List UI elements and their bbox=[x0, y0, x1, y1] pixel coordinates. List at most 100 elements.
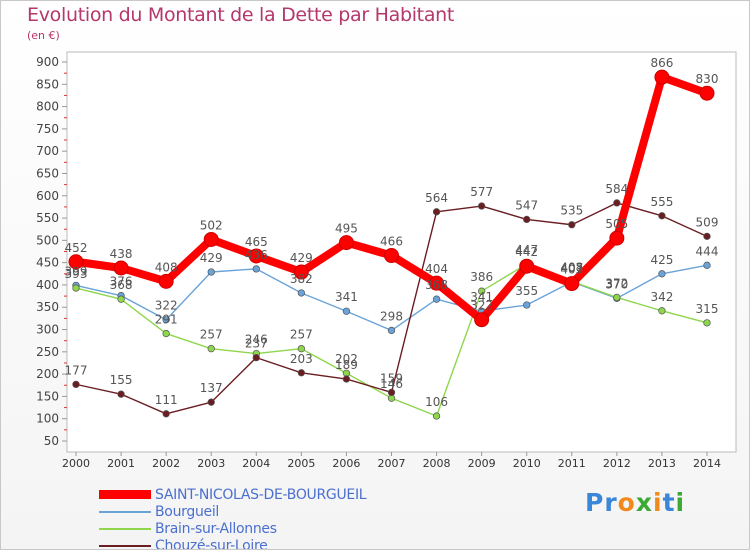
y-tick-label: 150 bbox=[36, 389, 59, 403]
data-label: 146 bbox=[380, 377, 403, 391]
data-label: 407 bbox=[560, 261, 583, 275]
data-point bbox=[523, 215, 531, 224]
data-label: 452 bbox=[65, 241, 88, 255]
data-label: 341 bbox=[335, 290, 358, 304]
x-tick-label: 2012 bbox=[603, 457, 631, 470]
data-point bbox=[207, 268, 215, 276]
y-tick-label: 550 bbox=[36, 211, 59, 225]
data-point bbox=[117, 295, 125, 303]
legend: SAINT-NICOLAS-DE-BOURGUEIL Bourgueil Bra… bbox=[99, 486, 367, 550]
data-label: 376 bbox=[110, 275, 133, 289]
x-tick-label: 2003 bbox=[197, 457, 225, 470]
legend-item[interactable]: Brain-sur-Allonnes bbox=[99, 520, 366, 537]
data-point bbox=[658, 212, 666, 220]
data-label: 466 bbox=[380, 235, 403, 249]
x-tick-label: 2010 bbox=[513, 457, 541, 470]
y-tick-label: 400 bbox=[36, 278, 59, 292]
data-label: 495 bbox=[335, 222, 358, 236]
data-point bbox=[703, 319, 711, 327]
y-tick-label: 500 bbox=[36, 233, 59, 247]
legend-item[interactable]: SAINT-NICOLAS-DE-BOURGUEIL bbox=[99, 486, 367, 503]
data-label: 555 bbox=[650, 195, 673, 209]
data-label: 382 bbox=[290, 272, 313, 286]
legend-item[interactable]: Bourgueil bbox=[99, 503, 366, 520]
data-label: 408 bbox=[560, 260, 583, 274]
legend-label: Chouzé-sur-Loire bbox=[155, 537, 268, 550]
data-label: 298 bbox=[380, 309, 403, 323]
data-label: 246 bbox=[245, 333, 268, 347]
data-point bbox=[72, 284, 80, 292]
data-label: 393 bbox=[65, 267, 88, 281]
data-point bbox=[564, 276, 580, 292]
data-point bbox=[432, 208, 441, 216]
data-label: 111 bbox=[155, 393, 178, 407]
y-tick-label: 600 bbox=[36, 189, 59, 203]
data-label: 372 bbox=[605, 276, 628, 290]
data-point bbox=[252, 265, 260, 273]
data-label: 408 bbox=[155, 260, 178, 274]
data-label: 155 bbox=[110, 373, 133, 387]
legend-swatch bbox=[99, 510, 151, 513]
data-label: 442 bbox=[515, 245, 538, 259]
data-point bbox=[117, 390, 125, 398]
x-tick-label: 2011 bbox=[558, 457, 586, 470]
x-tick-label: 2014 bbox=[693, 457, 721, 470]
x-tick-label: 2007 bbox=[378, 457, 406, 470]
data-label: 322 bbox=[470, 299, 493, 313]
data-point bbox=[387, 388, 396, 397]
data-label: 137 bbox=[200, 381, 223, 395]
data-label: 577 bbox=[470, 185, 493, 199]
data-label: 444 bbox=[696, 244, 719, 258]
proxiti-logo: Proxiti bbox=[585, 488, 686, 517]
y-tick-label: 650 bbox=[36, 166, 59, 180]
data-point bbox=[207, 345, 215, 353]
data-label: 202 bbox=[335, 352, 358, 366]
data-label: 203 bbox=[290, 352, 313, 366]
data-point bbox=[387, 326, 396, 335]
x-tick-label: 2008 bbox=[423, 457, 451, 470]
data-point bbox=[432, 412, 441, 420]
legend-label: SAINT-NICOLAS-DE-BOURGUEIL bbox=[155, 486, 367, 503]
y-tick-label: 750 bbox=[36, 122, 59, 136]
data-point bbox=[297, 369, 306, 377]
data-label: 368 bbox=[110, 278, 133, 292]
data-point bbox=[207, 398, 215, 406]
data-point bbox=[158, 273, 174, 289]
data-label: 189 bbox=[335, 358, 358, 372]
x-tick-label: 2006 bbox=[332, 457, 360, 470]
data-label: 355 bbox=[515, 284, 538, 298]
data-point bbox=[248, 248, 264, 264]
x-tick-label: 2013 bbox=[648, 457, 676, 470]
data-point bbox=[477, 287, 486, 295]
data-point bbox=[613, 199, 621, 207]
x-tick-label: 2005 bbox=[287, 457, 315, 470]
data-label: 429 bbox=[290, 251, 313, 265]
data-label: 425 bbox=[650, 253, 673, 267]
x-tick-label: 2009 bbox=[468, 457, 496, 470]
legend-item[interactable]: Chouzé-sur-Loire bbox=[99, 537, 366, 550]
data-label: 436 bbox=[245, 248, 268, 262]
data-label: 315 bbox=[696, 302, 719, 316]
data-label: 177 bbox=[65, 363, 88, 377]
data-label: 386 bbox=[470, 270, 493, 284]
data-label: 342 bbox=[650, 290, 673, 304]
data-label: 866 bbox=[650, 56, 673, 70]
y-tick-label: 350 bbox=[36, 300, 59, 314]
y-tick-label: 100 bbox=[36, 412, 59, 426]
data-label: 257 bbox=[290, 328, 313, 342]
y-tick-label: 50 bbox=[44, 434, 59, 448]
data-label: 830 bbox=[696, 72, 719, 86]
data-label: 341 bbox=[470, 290, 493, 304]
data-point bbox=[297, 289, 306, 297]
data-label: 429 bbox=[200, 251, 223, 265]
data-label: 584 bbox=[605, 182, 628, 196]
data-label: 159 bbox=[380, 371, 403, 385]
data-point bbox=[203, 231, 219, 247]
data-point bbox=[477, 202, 486, 210]
data-label: 438 bbox=[110, 247, 133, 261]
unit-label: (en €) bbox=[27, 29, 60, 42]
data-label: 564 bbox=[425, 191, 448, 205]
data-point bbox=[523, 301, 531, 309]
